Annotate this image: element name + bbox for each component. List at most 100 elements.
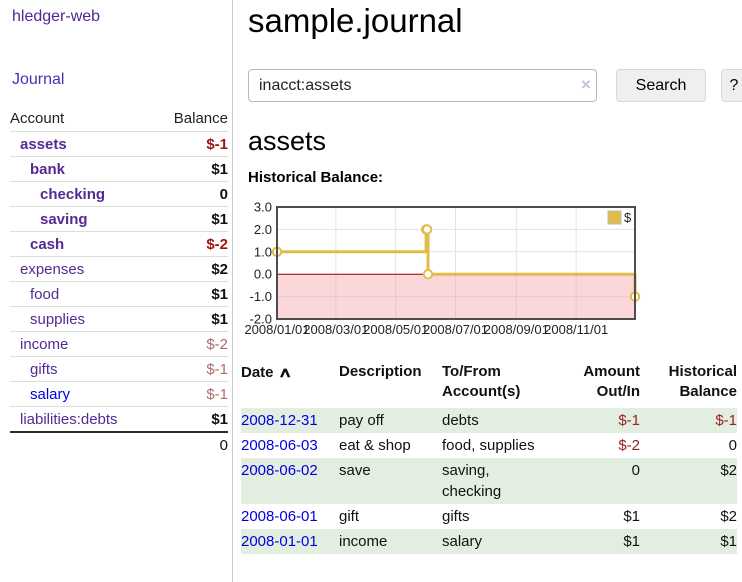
search-input[interactable] xyxy=(248,69,597,102)
account-row: liabilities:debts $1 xyxy=(10,406,228,431)
legend-label: $ xyxy=(624,210,632,225)
accounts-total-value: 0 xyxy=(220,433,228,456)
svg-text:2008/09/01: 2008/09/01 xyxy=(484,322,549,337)
account-balance: $1 xyxy=(211,282,228,306)
account-balance: $-1 xyxy=(206,132,228,156)
register-table: Date∧ Description To/From Account(s) Amo… xyxy=(241,362,737,554)
account-balance: $1 xyxy=(211,307,228,331)
search-button[interactable]: Search xyxy=(616,69,706,102)
svg-text:2008/01/01: 2008/01/01 xyxy=(244,322,309,337)
account-link[interactable]: assets xyxy=(20,132,67,156)
svg-text:2.0: 2.0 xyxy=(254,222,272,237)
transaction-description: pay off xyxy=(339,408,442,433)
sidebar: hledger-web Journal Account Balance asse… xyxy=(0,0,233,582)
accounts-table: Account Balance assets $-1 bank $1 checking 0… xyxy=(10,106,228,456)
chart-canvas: $3.02.01.00.0-1.0-2.02008/01/012008/03/0… xyxy=(239,197,643,347)
transaction-description: income xyxy=(339,529,442,554)
account-row: food $1 xyxy=(10,281,228,306)
transaction-date-link[interactable]: 2008-01-01 xyxy=(241,533,318,550)
account-row: income$-2 xyxy=(10,331,228,356)
balance-column-header: Historical Balance xyxy=(640,362,737,408)
account-link[interactable]: cash xyxy=(30,232,64,256)
account-balance: $-1 xyxy=(206,357,228,381)
transaction-row: 2008-06-02 savesaving, checking0$2 xyxy=(241,458,737,504)
svg-text:3.0: 3.0 xyxy=(254,200,272,215)
svg-text:2008/07/01: 2008/07/01 xyxy=(423,322,488,337)
account-row: cash $-2 xyxy=(10,231,228,256)
transaction-balance: 0 xyxy=(640,433,737,458)
account-link[interactable]: salary xyxy=(30,382,70,406)
svg-text:2008/03/01: 2008/03/01 xyxy=(303,322,368,337)
transaction-date-link[interactable]: 2008-06-03 xyxy=(241,437,318,454)
transaction-amount: 0 xyxy=(561,458,640,504)
account-balance: $2 xyxy=(211,257,228,281)
transaction-row: 2008-06-03eat & shopfood, supplies$-20 xyxy=(241,433,737,458)
account-row: supplies $1 xyxy=(10,306,228,331)
svg-text:-1.0: -1.0 xyxy=(250,289,272,304)
transaction-date-link[interactable]: 2008-12-31 xyxy=(241,412,318,429)
account-row: gifts $-1 xyxy=(10,356,228,381)
sidebar-item-journal[interactable]: Journal xyxy=(12,71,64,89)
transaction-date-link[interactable]: 2008-06-01 xyxy=(241,508,318,525)
balance-column-header: Balance xyxy=(174,106,228,131)
account-balance: $-1 xyxy=(206,382,228,406)
account-row: saving$1 xyxy=(10,206,228,231)
accounts-table-header: Account Balance xyxy=(10,106,228,131)
transaction-balance: $1 xyxy=(640,529,737,554)
account-link[interactable]: liabilities:debts xyxy=(20,407,118,431)
account-link[interactable]: checking xyxy=(40,182,105,206)
account-link[interactable]: food xyxy=(30,282,59,306)
svg-text:0.0: 0.0 xyxy=(254,267,272,282)
transaction-row: 2008-06-01 giftgifts$1$2 xyxy=(241,504,737,529)
hledger-web-app: hledger-web Journal Account Balance asse… xyxy=(0,0,742,582)
svg-text:1.0: 1.0 xyxy=(254,244,272,259)
transaction-description: eat & shop xyxy=(339,433,442,458)
transaction-balance: $-1 xyxy=(640,408,737,433)
transaction-description: gift xyxy=(339,504,442,529)
transaction-amount: $1 xyxy=(561,529,640,554)
transaction-balance: $2 xyxy=(640,504,737,529)
amount-column-header: Amount Out/In xyxy=(561,362,640,408)
transaction-amount: $-2 xyxy=(561,433,640,458)
account-balance: $1 xyxy=(211,407,228,431)
transaction-accounts: gifts xyxy=(442,504,561,529)
transaction-row: 2008-01-01incomesalary$1$1 xyxy=(241,529,737,554)
account-row: salary $-1 xyxy=(10,381,228,406)
account-heading: assets xyxy=(248,126,326,157)
account-balance: $1 xyxy=(211,157,228,181)
account-link[interactable]: saving xyxy=(40,207,88,231)
app-brand-link[interactable]: hledger-web xyxy=(12,8,100,26)
account-link[interactable]: supplies xyxy=(30,307,85,331)
clear-search-icon[interactable]: × xyxy=(577,76,595,94)
transaction-amount: $1 xyxy=(561,504,640,529)
account-column-header: Account xyxy=(10,106,64,131)
historical-balance-chart: $3.02.01.00.0-1.0-2.02008/01/012008/03/0… xyxy=(239,197,643,347)
date-column-header[interactable]: Date∧ xyxy=(241,362,339,408)
legend-swatch xyxy=(608,211,621,224)
accounts-column-header: To/From Account(s) xyxy=(442,362,561,408)
transaction-accounts: saving, checking xyxy=(442,458,561,504)
account-row: bank $1 xyxy=(10,156,228,181)
description-column-header: Description xyxy=(339,362,442,408)
account-row: assets $-1 xyxy=(10,131,228,156)
account-row: expenses $2 xyxy=(10,256,228,281)
account-link[interactable]: expenses xyxy=(20,257,84,281)
svg-text:2008/05/01: 2008/05/01 xyxy=(363,322,428,337)
transaction-balance: $2 xyxy=(640,458,737,504)
register-header-row: Date∧ Description To/From Account(s) Amo… xyxy=(241,362,737,408)
help-button[interactable]: ? xyxy=(721,69,742,102)
page-title: sample.journal xyxy=(248,2,463,40)
account-row: checking 0 xyxy=(10,181,228,206)
accounts-rows: assets$-1bank$1checking0saving$1cash$-2e… xyxy=(10,131,228,431)
account-link[interactable]: gifts xyxy=(30,357,58,381)
transaction-row: 2008-12-31pay offdebts$-1$-1 xyxy=(241,408,737,433)
transaction-amount: $-1 xyxy=(561,408,640,433)
transaction-description: save xyxy=(339,458,442,504)
account-link[interactable]: bank xyxy=(30,157,65,181)
svg-text:2008/11/01: 2008/11/01 xyxy=(544,322,608,337)
transaction-date-link[interactable]: 2008-06-02 xyxy=(241,462,318,479)
account-balance: $-2 xyxy=(206,232,228,256)
account-link[interactable]: income xyxy=(20,332,68,356)
account-balance: 0 xyxy=(220,182,228,206)
transaction-accounts: salary xyxy=(442,529,561,554)
